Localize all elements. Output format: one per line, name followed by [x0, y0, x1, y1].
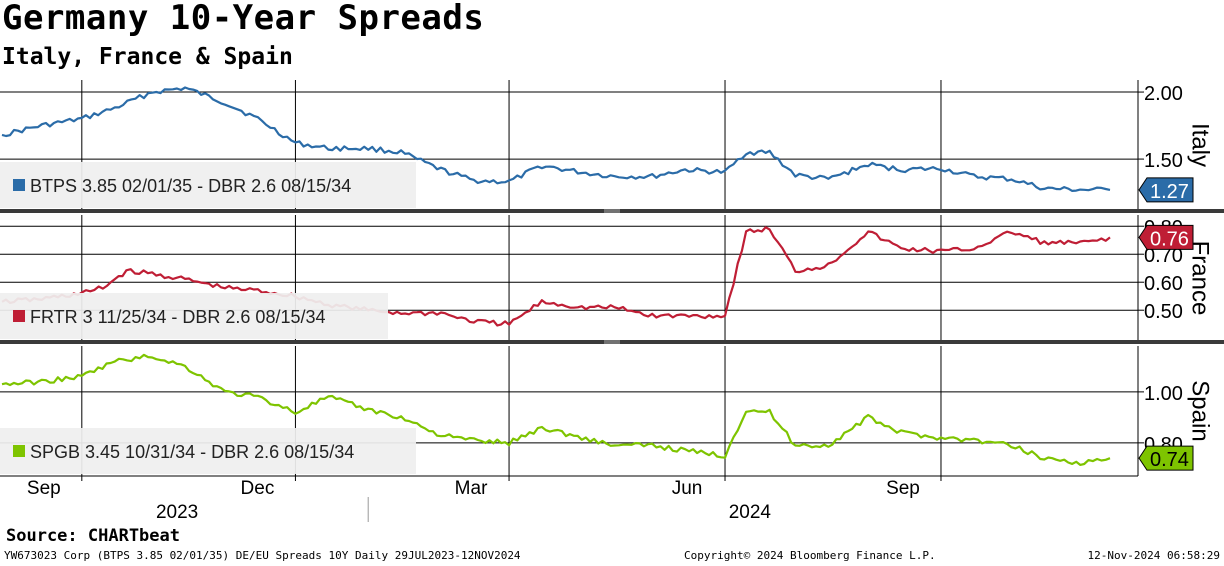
footer-ticker: YW673023 Corp (BTPS 3.85 02/01/35) DE/EU…	[4, 549, 521, 562]
last-value-tag	[1138, 224, 1194, 250]
last-value-label: 1.27	[1150, 181, 1189, 203]
legend-box	[0, 428, 416, 474]
last-value-label: 0.74	[1150, 449, 1189, 471]
last-value-tag	[1138, 177, 1194, 203]
y-tick-label: 1.50	[1144, 150, 1183, 172]
y-tick-label: 2.00	[1144, 83, 1183, 105]
source-note: Source: CHARTbeat	[6, 526, 180, 546]
legend-swatch	[13, 445, 25, 457]
x-tick-label: Sep	[886, 478, 920, 499]
panel-label: Spain	[1187, 380, 1214, 441]
panel-divider	[0, 209, 1224, 213]
footer-timestamp: 12-Nov-2024 06:58:29	[1087, 549, 1220, 562]
series-line	[1, 226, 1111, 327]
panel-label: France	[1187, 241, 1214, 316]
y-tick-label: 0.50	[1144, 301, 1183, 323]
panel-label: Italy	[1187, 123, 1214, 167]
legend-box	[0, 293, 388, 339]
x-tick-label: Mar	[455, 478, 488, 499]
chart-subtitle: Italy, France & Spain	[2, 44, 293, 70]
y-tick-label: 1.00	[1144, 383, 1183, 405]
legend-swatch	[13, 179, 25, 191]
panel-divider	[0, 340, 1224, 344]
legend-box	[0, 162, 416, 208]
legend-label: FRTR 3 11/25/34 - DBR 2.6 08/15/34	[30, 307, 326, 327]
year-label: 2023	[156, 502, 198, 523]
legend-label: BTPS 3.85 02/01/35 - DBR 2.6 08/15/34	[30, 176, 351, 196]
x-tick-label: Sep	[27, 478, 61, 499]
y-tick-label: 0.70	[1144, 245, 1183, 267]
x-tick-label: Dec	[241, 478, 275, 499]
last-value-tag	[1138, 445, 1194, 471]
series-line	[1, 353, 1111, 466]
series-line	[1, 86, 1111, 192]
year-label: 2024	[729, 502, 772, 523]
footer-copyright: Copyright© 2024 Bloomberg Finance L.P.	[684, 549, 936, 562]
chart-title: Germany 10-Year Spreads	[2, 0, 485, 38]
y-tick-label: 0.60	[1144, 273, 1183, 295]
legend-swatch	[13, 310, 25, 322]
x-tick-label: Jun	[672, 478, 703, 499]
legend-label: SPGB 3.45 10/31/34 - DBR 2.6 08/15/34	[30, 442, 354, 462]
last-value-label: 0.76	[1150, 228, 1189, 250]
